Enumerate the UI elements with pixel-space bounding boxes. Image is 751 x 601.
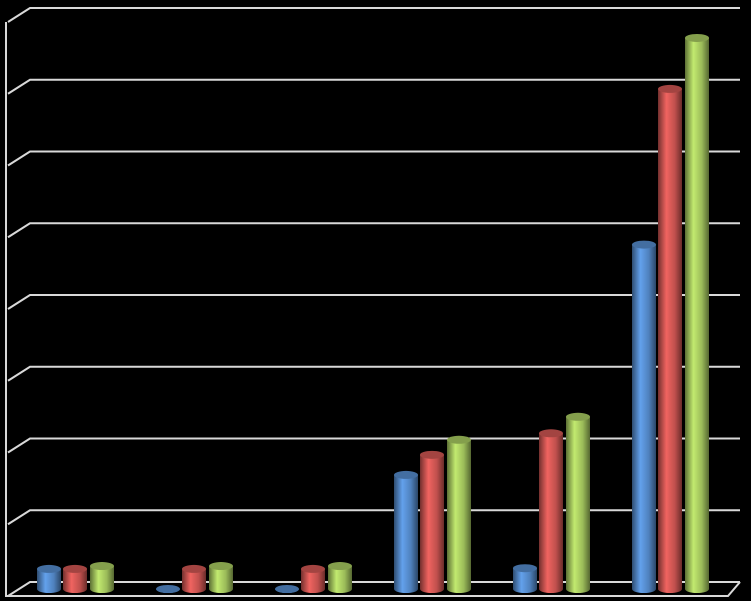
bar-cap: [156, 585, 180, 593]
bar: [632, 244, 656, 593]
bar-cap: [182, 564, 206, 573]
grid-line: [7, 437, 740, 454]
bar-cap: [420, 450, 444, 459]
grid-line: [7, 509, 740, 526]
bar: [301, 568, 325, 593]
bar-cap: [566, 412, 590, 421]
grid-line: [7, 222, 740, 239]
bar: [658, 88, 682, 593]
bar-cap: [209, 562, 233, 571]
bar-cap: [539, 429, 563, 438]
bar-cap: [301, 564, 325, 573]
bar-cap: [513, 564, 537, 573]
grid-line: [7, 7, 740, 23]
bar-cap: [90, 562, 114, 571]
grid-line: [7, 150, 740, 167]
bar: [420, 454, 444, 593]
bar-cap: [658, 84, 682, 93]
grid-line: [7, 581, 740, 597]
bar-cap: [63, 564, 87, 573]
bar-cap: [328, 562, 352, 571]
bar-cap: [275, 585, 299, 593]
bar-cap: [447, 435, 471, 444]
bar: [447, 439, 471, 593]
bar: [539, 433, 563, 593]
bar: [90, 566, 114, 593]
bar-cap: [37, 564, 61, 573]
bar-cap: [394, 470, 418, 479]
bar: [209, 566, 233, 593]
floor-edge: [8, 581, 741, 597]
bar: [513, 568, 537, 593]
bar: [566, 416, 590, 593]
bar: [63, 568, 87, 593]
bar: [182, 568, 206, 593]
grid-line: [7, 294, 740, 310]
bar: [37, 568, 61, 593]
bar: [394, 474, 418, 593]
bar-cap: [632, 240, 656, 249]
left-wall: [5, 22, 8, 597]
bar: [685, 37, 709, 593]
bar-cap: [685, 33, 709, 42]
grid-line: [7, 365, 740, 382]
grid-line: [7, 78, 740, 95]
bar: [328, 566, 352, 593]
